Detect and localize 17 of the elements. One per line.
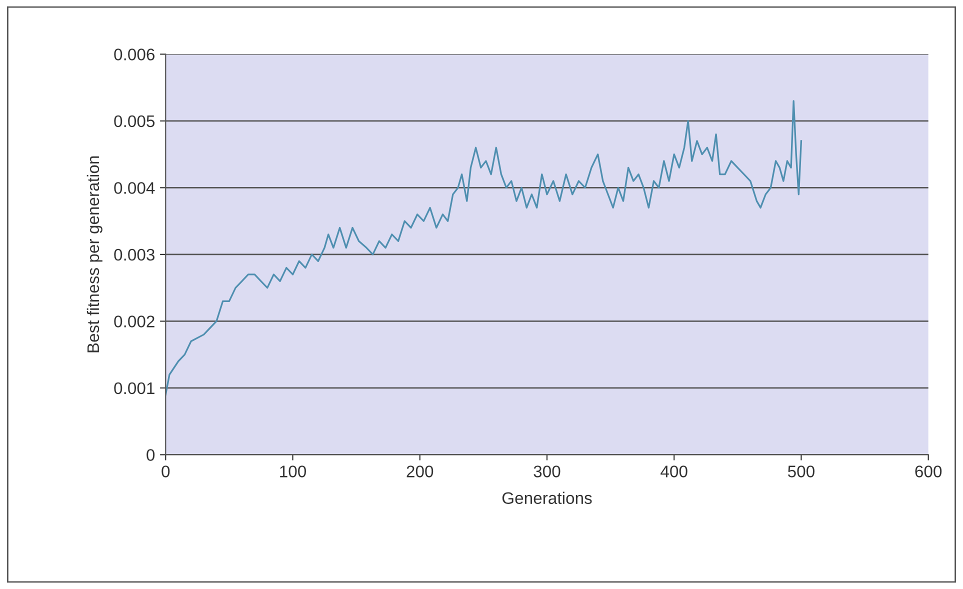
y-tick-label: 0.002 [114,316,154,328]
y-tick-label: 0.001 [114,382,154,394]
x-tick-label: 200 [406,466,434,478]
x-tick-label: 500 [788,466,814,478]
line-series [166,100,802,396]
x-tick-label: 300 [534,466,560,478]
x-tick-label: 0 [162,466,170,478]
y-tick-label: 0.003 [114,248,154,261]
x-axis-title: Generations [502,492,592,504]
x-tick-label: 600 [915,466,942,478]
y-tick-label: 0.006 [114,48,154,60]
y-axis-title: Best fitness per generation [86,156,102,352]
x-tick-label: 400 [660,466,688,478]
y-tick-label: 0.005 [114,115,155,128]
y-tick-label: 0 [146,449,155,461]
y-tick-label: 0.004 [114,182,155,194]
x-tick-label: 100 [280,466,306,478]
